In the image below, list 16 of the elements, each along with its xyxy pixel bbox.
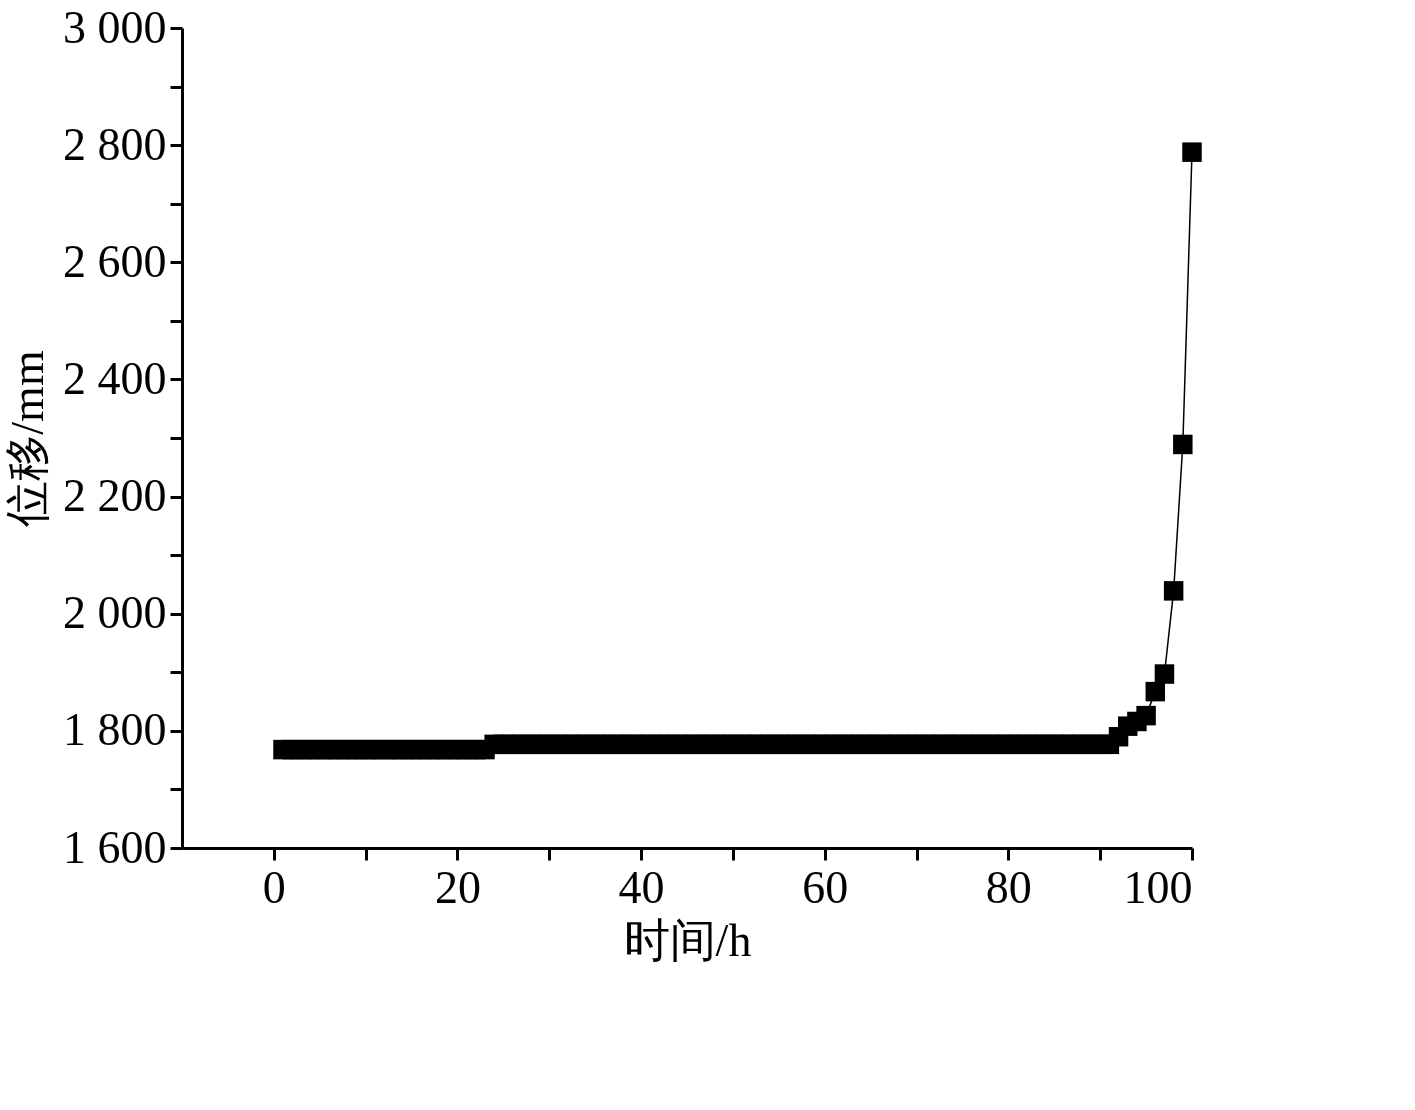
x-tick-label: 0 (262, 861, 286, 913)
x-tick-label: 80 (985, 861, 1032, 913)
x-tick-label: 100 (1123, 861, 1193, 913)
y-tick-label: 1 800 (63, 704, 167, 756)
x-tick-label: 20 (434, 861, 481, 913)
y-tick-label: 2 000 (63, 587, 167, 639)
x-axis-title: 时间/h (623, 914, 752, 966)
y-tick-label: 3 000 (63, 1, 167, 53)
y-axis-title: 位移/mm (2, 350, 53, 527)
y-tick-label: 2 200 (63, 470, 167, 522)
y-tick-label: 1 600 (63, 821, 167, 873)
y-tick-label: 2 600 (63, 235, 167, 287)
x-tick-label: 40 (618, 861, 665, 913)
x-tick-label: 60 (802, 861, 849, 913)
y-tick-label: 2 800 (63, 118, 167, 170)
y-tick-label: 2 400 (63, 352, 167, 404)
